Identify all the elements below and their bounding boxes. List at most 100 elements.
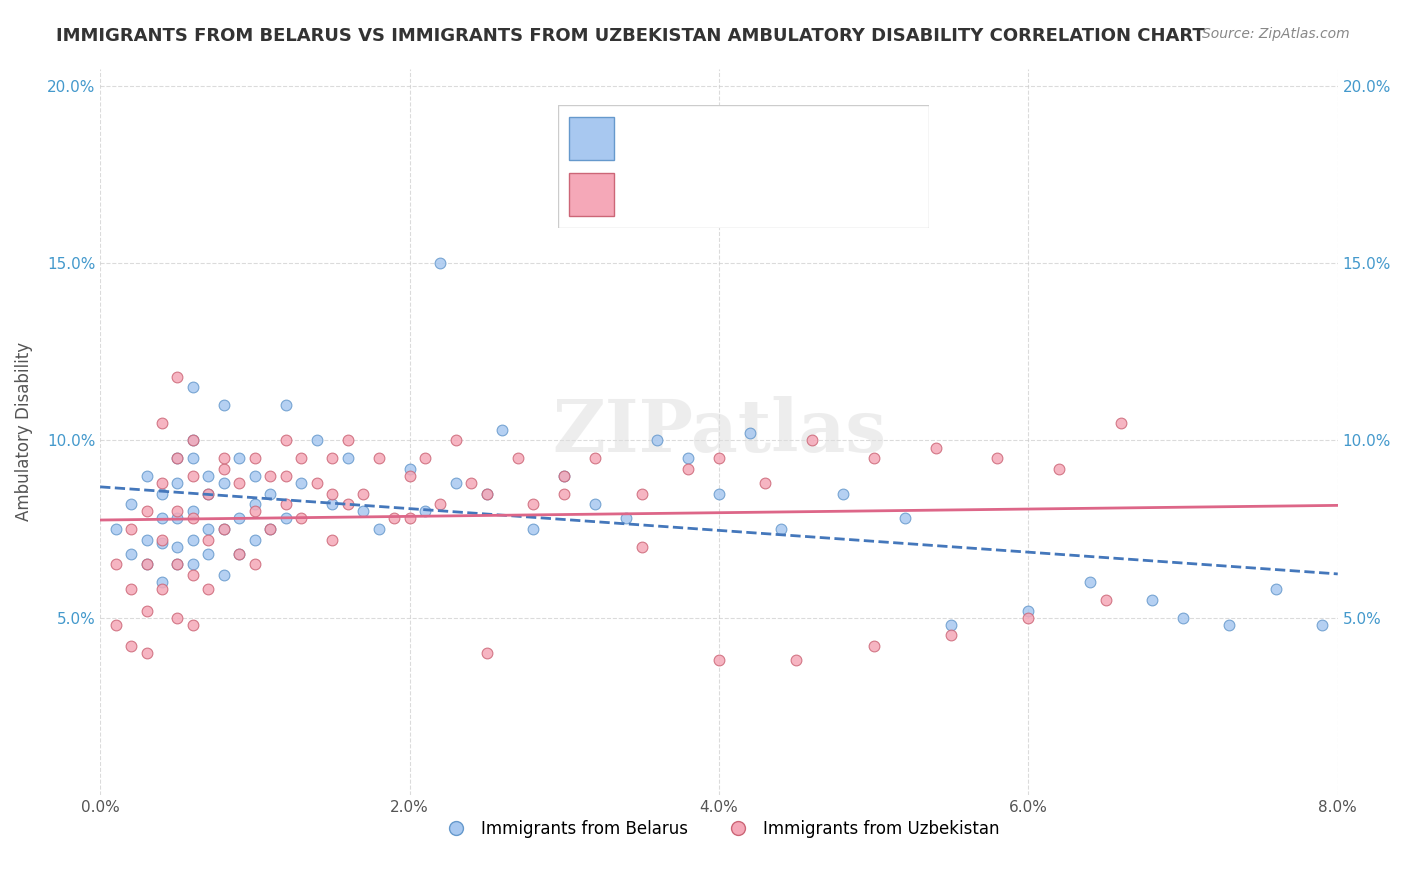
Point: [553, 469, 575, 483]
Point: [228, 547, 250, 561]
Point: [243, 533, 266, 547]
Point: [135, 533, 157, 547]
Point: [630, 540, 652, 554]
Point: [336, 497, 359, 511]
Point: [228, 547, 250, 561]
Point: [274, 497, 297, 511]
Point: [398, 511, 420, 525]
Point: [676, 451, 699, 466]
Point: [181, 568, 204, 582]
Point: [1047, 462, 1070, 476]
Text: Source: ZipAtlas.com: Source: ZipAtlas.com: [1202, 27, 1350, 41]
Point: [243, 504, 266, 518]
Point: [398, 469, 420, 483]
Point: [769, 522, 792, 536]
Point: [135, 558, 157, 572]
Point: [553, 469, 575, 483]
Point: [259, 522, 281, 536]
Point: [181, 451, 204, 466]
Point: [1310, 617, 1333, 632]
Point: [785, 653, 807, 667]
Point: [181, 434, 204, 448]
Point: [120, 639, 142, 653]
Point: [274, 469, 297, 483]
Point: [506, 451, 529, 466]
Point: [1017, 603, 1039, 617]
Point: [305, 434, 328, 448]
Point: [522, 522, 544, 536]
Point: [166, 558, 188, 572]
Point: [166, 511, 188, 525]
Point: [754, 475, 776, 490]
Point: [444, 475, 467, 490]
Point: [181, 558, 204, 572]
Point: [274, 434, 297, 448]
Point: [181, 533, 204, 547]
Point: [1017, 610, 1039, 624]
Point: [181, 617, 204, 632]
Point: [259, 522, 281, 536]
Point: [166, 451, 188, 466]
Point: [382, 511, 405, 525]
Point: [893, 511, 915, 525]
Point: [197, 533, 219, 547]
Point: [104, 522, 127, 536]
Point: [197, 486, 219, 500]
Point: [243, 558, 266, 572]
Point: [212, 462, 235, 476]
Point: [197, 547, 219, 561]
Point: [321, 533, 343, 547]
Point: [212, 398, 235, 412]
Point: [862, 639, 884, 653]
Point: [274, 511, 297, 525]
Point: [707, 451, 730, 466]
Point: [321, 486, 343, 500]
Point: [630, 486, 652, 500]
Point: [491, 423, 513, 437]
Point: [352, 504, 374, 518]
Point: [800, 434, 823, 448]
Point: [321, 451, 343, 466]
Point: [150, 533, 173, 547]
Point: [150, 575, 173, 590]
Point: [259, 469, 281, 483]
Point: [1140, 593, 1163, 607]
Point: [413, 451, 436, 466]
Point: [413, 504, 436, 518]
Point: [181, 469, 204, 483]
Point: [181, 434, 204, 448]
Point: [831, 486, 853, 500]
Point: [1078, 575, 1101, 590]
Point: [290, 511, 312, 525]
Point: [166, 610, 188, 624]
Point: [181, 380, 204, 394]
Point: [429, 256, 451, 270]
Point: [150, 486, 173, 500]
Text: IMMIGRANTS FROM BELARUS VS IMMIGRANTS FROM UZBEKISTAN AMBULATORY DISABILITY CORR: IMMIGRANTS FROM BELARUS VS IMMIGRANTS FR…: [56, 27, 1205, 45]
Point: [259, 486, 281, 500]
Point: [197, 582, 219, 597]
Point: [429, 497, 451, 511]
Point: [135, 646, 157, 660]
Point: [645, 434, 668, 448]
Point: [243, 497, 266, 511]
Point: [862, 451, 884, 466]
Point: [1171, 610, 1194, 624]
Point: [166, 504, 188, 518]
Point: [150, 416, 173, 430]
Point: [583, 451, 606, 466]
Point: [197, 469, 219, 483]
Point: [290, 475, 312, 490]
Point: [120, 582, 142, 597]
Point: [166, 475, 188, 490]
Point: [150, 475, 173, 490]
Point: [197, 486, 219, 500]
Y-axis label: Ambulatory Disability: Ambulatory Disability: [15, 342, 32, 521]
Point: [120, 547, 142, 561]
Point: [522, 497, 544, 511]
Point: [1094, 593, 1116, 607]
Point: [228, 451, 250, 466]
Point: [986, 451, 1008, 466]
Point: [228, 511, 250, 525]
Point: [166, 540, 188, 554]
